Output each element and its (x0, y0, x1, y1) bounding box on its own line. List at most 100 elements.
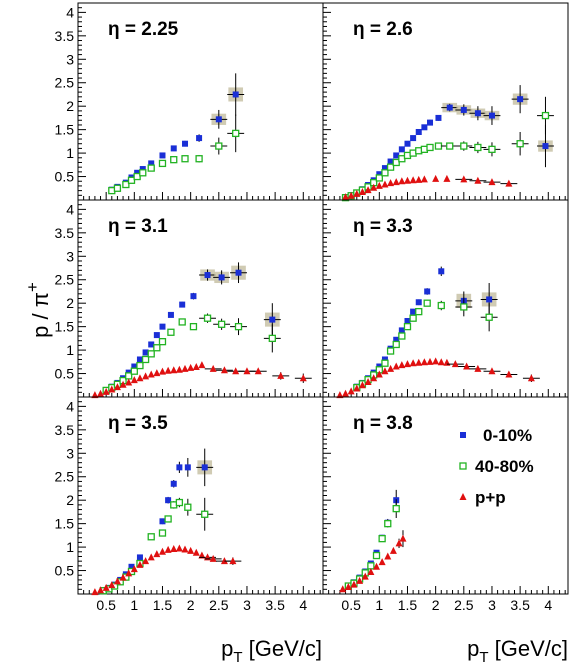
y-tick-label: 1 (66, 145, 74, 161)
data-point (165, 497, 172, 504)
data-point (403, 360, 411, 368)
data-point (128, 563, 135, 570)
data-point (170, 366, 178, 374)
x-tick-label: 1.5 (398, 597, 418, 613)
data-point (158, 367, 166, 375)
data-point (403, 322, 412, 331)
data-point (488, 112, 495, 119)
data-point (516, 140, 524, 148)
data-point (125, 378, 133, 386)
data-point (384, 552, 392, 560)
data-point (277, 371, 285, 379)
data-point (399, 534, 407, 542)
panel-5: 0.5 1 1.5 2 2.5 3 3.5 4 0.5 1 1.5 2 2.5 3 3.5 4 η = 3.5 (55, 396, 324, 613)
data-point (384, 519, 392, 528)
data-point (192, 362, 200, 370)
y-tick-label: 3 (66, 51, 74, 67)
data-point (130, 367, 138, 375)
data-point (196, 135, 203, 142)
panel-eta-label: η = 3.1 (108, 216, 168, 237)
data-point (269, 316, 276, 323)
data-point (409, 359, 417, 367)
data-point (344, 582, 352, 590)
data-point (178, 318, 186, 326)
x-axis-title-left: pT [GeV/c] (221, 636, 322, 666)
data-point (170, 145, 177, 152)
panel-eta-label: η = 3.8 (353, 413, 413, 434)
data-point (122, 180, 130, 189)
y-tick-label: 2.5 (55, 272, 75, 288)
y-tick-label: 2.5 (55, 75, 75, 91)
data-point (243, 367, 251, 375)
x-tick-label: 3 (243, 597, 251, 613)
panel-6: 0.5 1 1.5 2 2.5 3 3.5 4 η = 3.8 0-10% 40-80% p+p (322, 396, 569, 613)
data-point (350, 580, 358, 588)
data-point (218, 274, 225, 281)
data-point (381, 356, 388, 363)
data-point (376, 171, 383, 178)
data-point (460, 142, 468, 150)
data-point (130, 376, 138, 384)
x-tick-label: 2 (432, 597, 440, 613)
data-point (164, 366, 172, 374)
series-40-80- (108, 114, 245, 195)
data-point (133, 172, 141, 181)
data-point (393, 152, 400, 159)
data-point (130, 565, 138, 573)
data-point (136, 374, 144, 382)
data-point (474, 110, 481, 117)
data-point (474, 143, 482, 152)
y-tick-label: 2 (66, 492, 74, 508)
x-tick-label: 2.5 (454, 597, 474, 613)
data-point (190, 293, 197, 300)
y-tick-label: 3 (66, 445, 74, 461)
data-point (410, 135, 417, 142)
data-point (342, 193, 350, 201)
data-point (201, 464, 208, 471)
data-point (446, 142, 454, 150)
data-point (147, 350, 155, 358)
data-point (164, 545, 172, 553)
data-point (113, 184, 122, 192)
y-tick-label: 4 (66, 398, 74, 414)
data-point (488, 367, 496, 375)
x-tick-label: 2.5 (209, 597, 229, 613)
data-point (347, 387, 355, 395)
data-point (184, 503, 192, 511)
panel-eta-label: η = 3.3 (353, 216, 413, 237)
data-point (148, 341, 155, 348)
data-point (209, 364, 217, 372)
data-point (415, 128, 422, 135)
data-point (378, 558, 386, 566)
data-point (485, 313, 493, 321)
data-point (153, 332, 160, 339)
data-point (153, 550, 161, 558)
data-point (474, 364, 482, 372)
data-point (392, 504, 400, 513)
data-point (505, 179, 513, 187)
data-point (364, 186, 372, 194)
data-point (415, 307, 423, 316)
data-point (136, 356, 143, 363)
data-point (404, 318, 411, 325)
y-tick-label: 2 (66, 98, 74, 114)
data-point (420, 175, 428, 183)
data-point (392, 158, 400, 167)
data-point (119, 573, 127, 581)
y-tick-label: 3 (66, 248, 74, 264)
data-point (432, 357, 440, 365)
data-point (381, 367, 389, 375)
y-tick-label: 3.5 (55, 422, 75, 438)
data-point (474, 176, 482, 184)
y-tick-label: 1 (66, 539, 74, 555)
data-point (460, 303, 468, 311)
data-point (438, 268, 445, 275)
y-tick-label: 4 (66, 4, 74, 20)
data-point (542, 143, 549, 150)
data-point (187, 363, 195, 371)
data-point (204, 272, 211, 279)
data-point (460, 106, 467, 113)
data-point (102, 583, 110, 591)
data-point (147, 553, 155, 561)
